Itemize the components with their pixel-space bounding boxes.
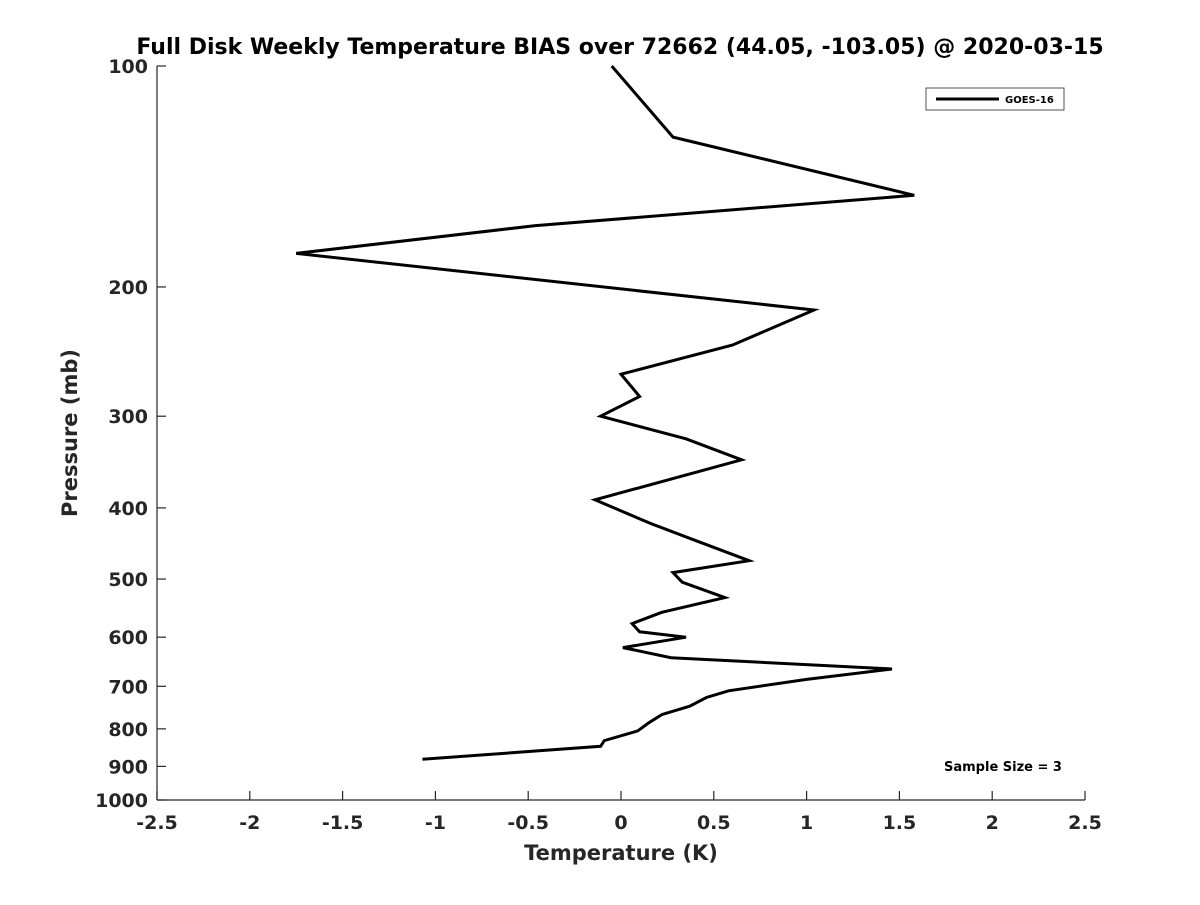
x-tick-label: 0	[614, 812, 627, 834]
x-tick-label: -2	[239, 812, 260, 834]
x-tick-label: 0.5	[697, 812, 731, 834]
series-layer	[296, 65, 915, 761]
y-tick-label: 900	[108, 756, 148, 778]
y-tick-label: 300	[108, 406, 148, 428]
y-ticks: 100 200 300 400 500 600 700 800 900 1000	[95, 56, 166, 812]
y-tick-label: 500	[108, 569, 148, 591]
x-ticks: -2.5 -2 -1.5 -1 -0.5 0 0.5 1 1.5 2 2.5	[136, 791, 1102, 834]
legend-label: GOES-16	[1005, 95, 1054, 106]
x-tick-label: -2.5	[136, 812, 178, 834]
plot-axes	[156, 66, 1085, 801]
x-tick-label: -0.5	[507, 812, 549, 834]
y-tick-label: 400	[108, 498, 148, 520]
x-tick-label: 2	[986, 812, 999, 834]
series-line-goes-16	[296, 65, 915, 761]
x-tick-label: 1.5	[883, 812, 917, 834]
y-tick-label: 200	[108, 277, 148, 299]
x-axis-label: Temperature (K)	[524, 841, 718, 865]
x-tick-label: -1.5	[322, 812, 364, 834]
chart-title: Full Disk Weekly Temperature BIAS over 7…	[136, 35, 1103, 60]
y-tick-label: 600	[108, 627, 148, 649]
x-tick-label: 2.5	[1068, 812, 1102, 834]
y-tick-label: 700	[108, 676, 148, 698]
y-axis-label: Pressure (mb)	[58, 349, 82, 517]
y-tick-label: 1000	[95, 790, 148, 812]
y-tick-label: 100	[108, 56, 148, 78]
sample-size-annotation: Sample Size = 3	[944, 760, 1062, 775]
legend: GOES-16	[925, 87, 1065, 111]
x-tick-label: 1	[800, 812, 813, 834]
x-tick-label: -1	[425, 812, 446, 834]
y-tick-label: 800	[108, 719, 148, 741]
